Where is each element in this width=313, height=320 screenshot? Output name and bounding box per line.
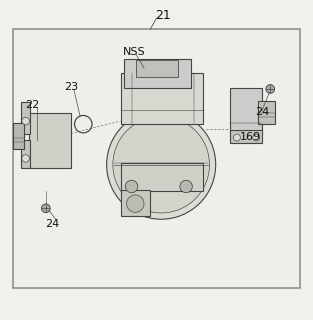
Circle shape bbox=[42, 204, 50, 213]
Circle shape bbox=[125, 180, 138, 193]
Circle shape bbox=[126, 195, 144, 212]
FancyBboxPatch shape bbox=[21, 140, 30, 168]
Text: 23: 23 bbox=[64, 82, 78, 92]
Text: 169: 169 bbox=[239, 132, 260, 142]
Circle shape bbox=[180, 180, 192, 193]
Circle shape bbox=[113, 116, 209, 213]
FancyBboxPatch shape bbox=[124, 59, 191, 88]
FancyBboxPatch shape bbox=[230, 88, 262, 133]
FancyBboxPatch shape bbox=[258, 101, 275, 124]
FancyBboxPatch shape bbox=[121, 163, 203, 191]
Circle shape bbox=[107, 110, 216, 219]
Text: 21: 21 bbox=[155, 9, 171, 22]
FancyBboxPatch shape bbox=[13, 29, 300, 288]
FancyBboxPatch shape bbox=[13, 123, 24, 149]
Circle shape bbox=[233, 134, 240, 141]
FancyBboxPatch shape bbox=[230, 130, 262, 143]
Circle shape bbox=[266, 84, 275, 93]
Text: 24: 24 bbox=[255, 107, 269, 117]
Text: 22: 22 bbox=[25, 100, 39, 110]
FancyBboxPatch shape bbox=[121, 73, 203, 124]
Circle shape bbox=[22, 117, 29, 125]
Text: 24: 24 bbox=[45, 219, 59, 229]
FancyBboxPatch shape bbox=[121, 190, 150, 216]
FancyBboxPatch shape bbox=[29, 113, 71, 168]
Circle shape bbox=[22, 155, 29, 162]
FancyBboxPatch shape bbox=[136, 60, 178, 77]
Text: NSS: NSS bbox=[123, 47, 146, 58]
FancyBboxPatch shape bbox=[21, 102, 30, 133]
Circle shape bbox=[253, 134, 260, 141]
